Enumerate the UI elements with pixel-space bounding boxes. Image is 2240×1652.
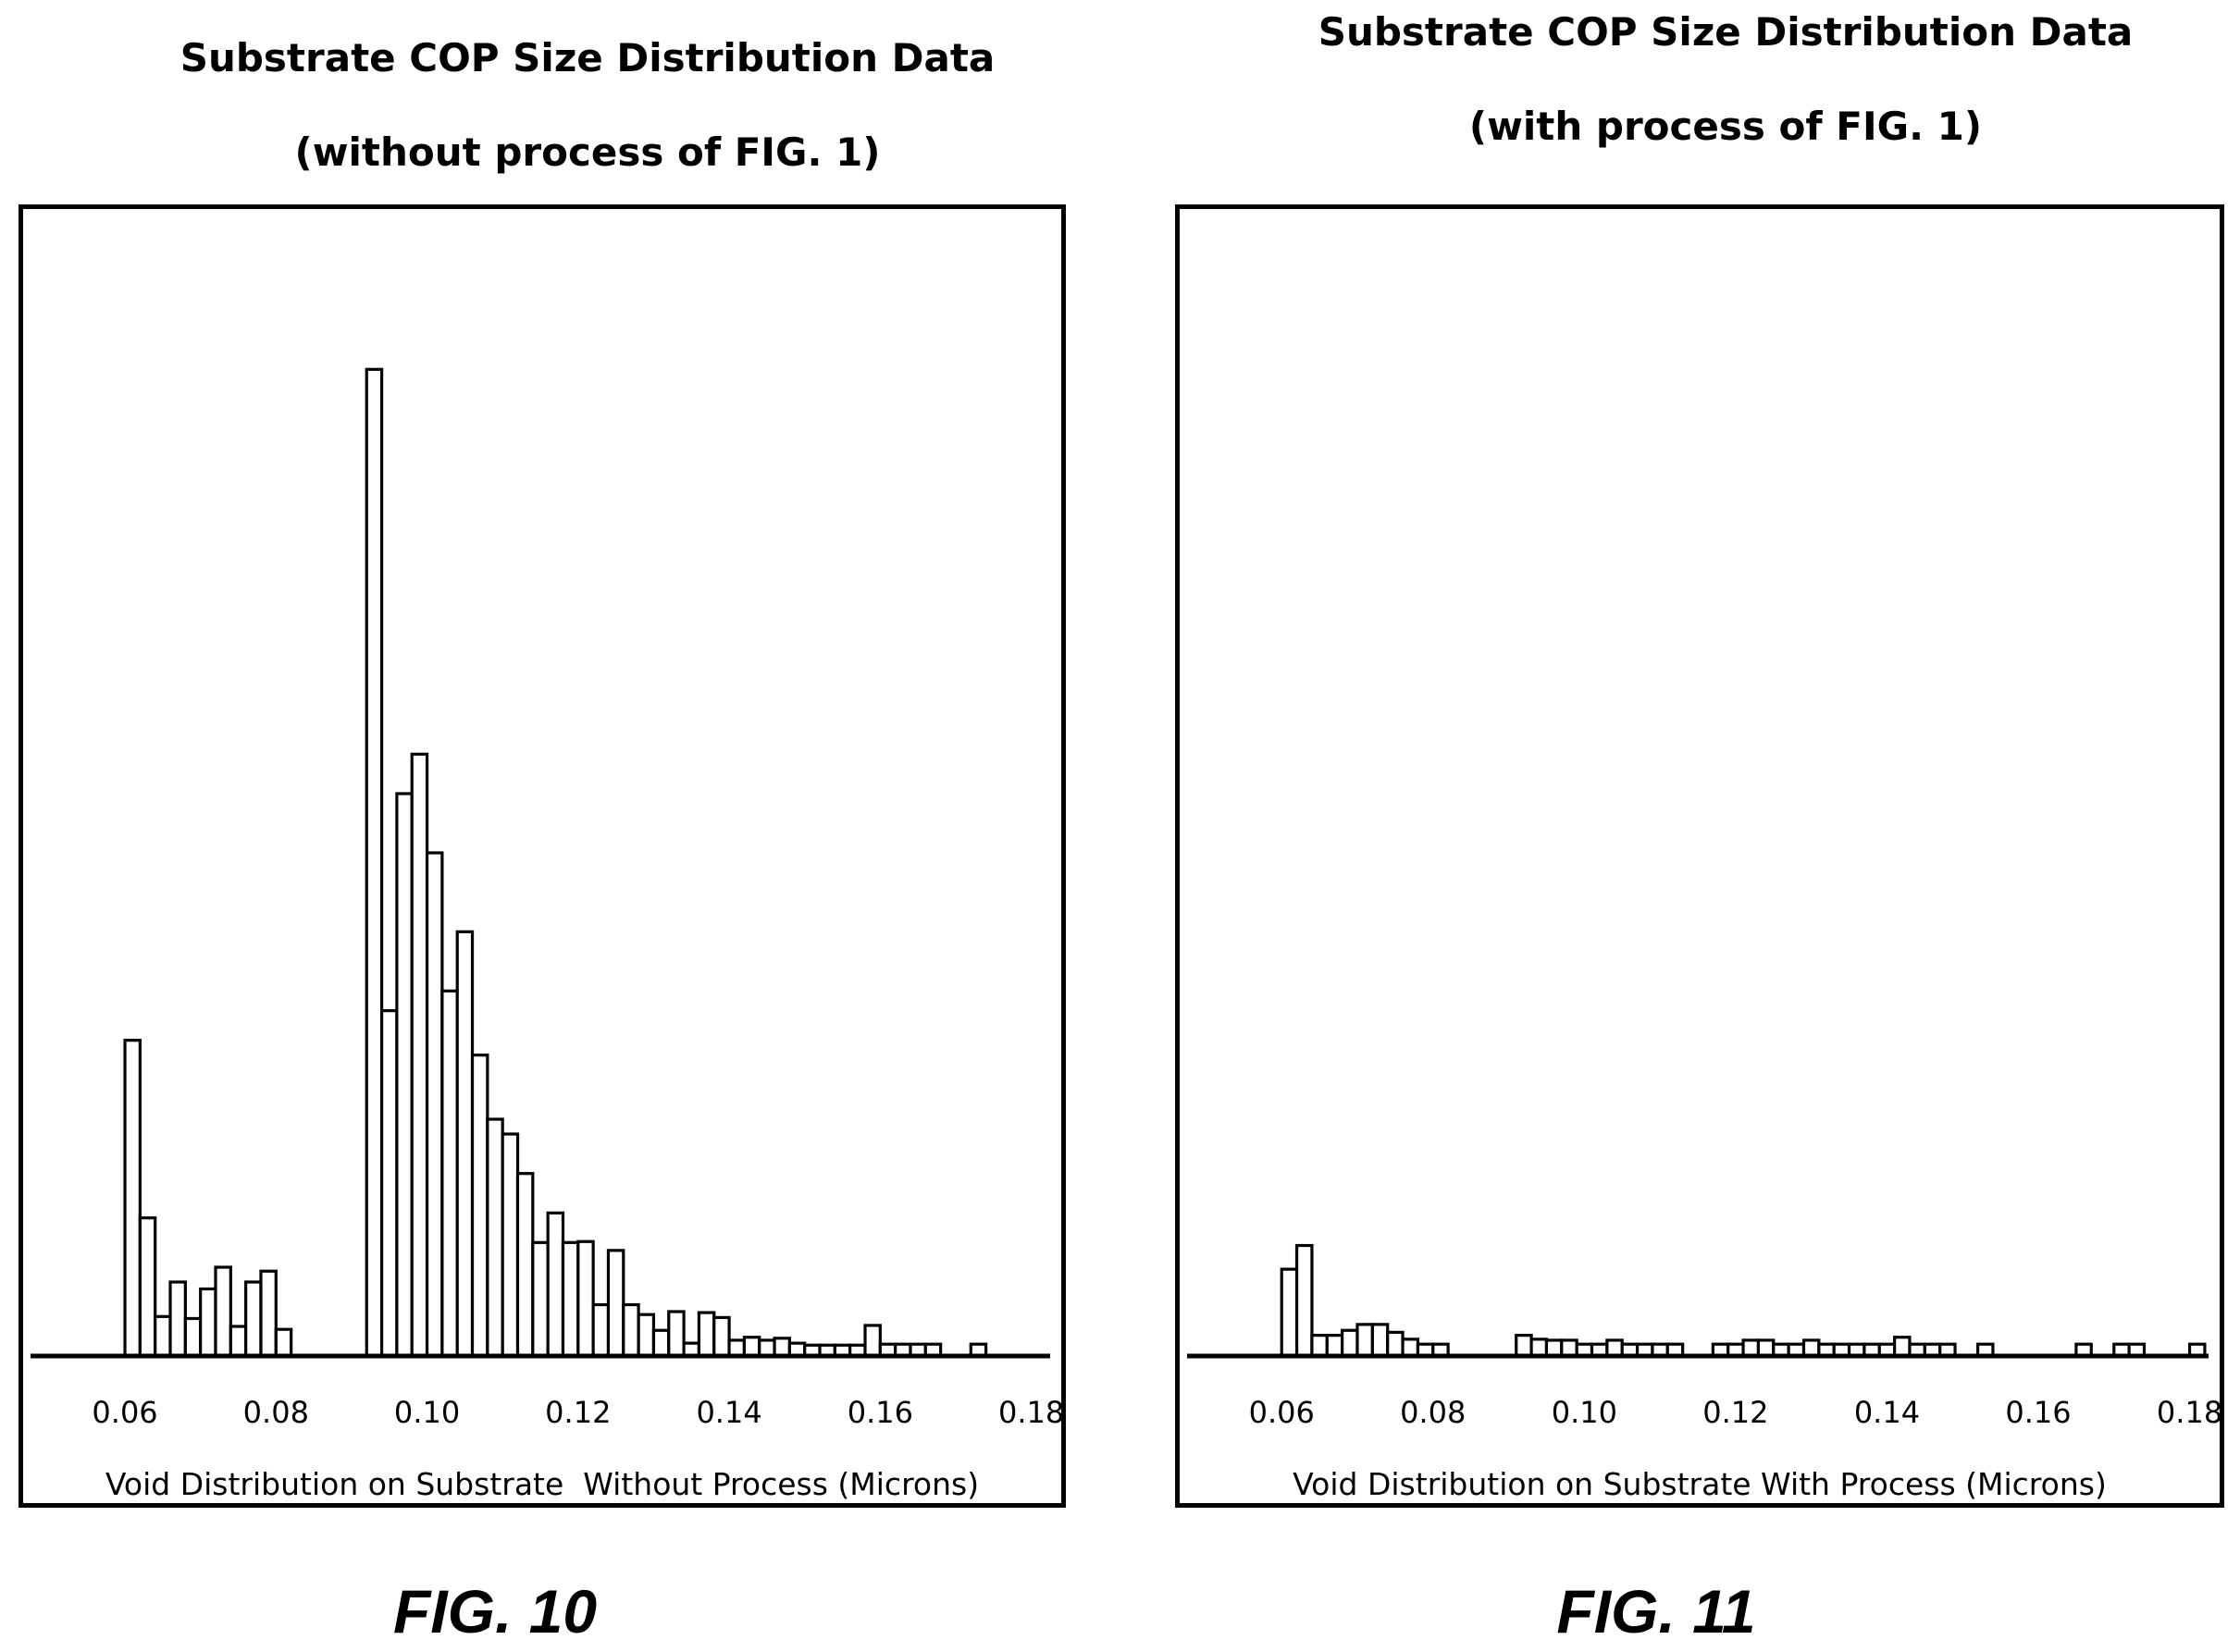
histogram-bar [154, 1314, 172, 1358]
histogram-bar [1355, 1323, 1374, 1358]
x-tick-label: 0.14 [1854, 1395, 1920, 1430]
histogram-bar [1801, 1338, 1821, 1358]
histogram-bar [758, 1338, 776, 1358]
histogram-bar [712, 1315, 731, 1358]
histogram-bar [486, 1117, 504, 1358]
histogram-bar [425, 851, 444, 1358]
chart-subtitle: (without process of FIG. 1) [294, 129, 881, 175]
histogram-bar [651, 1328, 671, 1358]
x-tick-label: 0.10 [1552, 1395, 1617, 1430]
histogram-bar [274, 1327, 293, 1358]
histogram-bar [622, 1302, 640, 1358]
x-tick-label: 0.06 [1249, 1395, 1315, 1430]
histogram-bar [561, 1240, 580, 1358]
histogram-bar [576, 1239, 595, 1358]
figure-label: FIG. 10 [392, 1577, 598, 1646]
histogram-bar [1325, 1333, 1344, 1358]
histogram-bar [1386, 1330, 1405, 1358]
histogram-bar [259, 1269, 278, 1358]
histogram-bar [1605, 1338, 1624, 1358]
chart-frame: 0.06 0.08 0.10 0.12 0.14 0.16 0.18 Void Distrib… [19, 204, 1066, 1508]
histogram-bar [1544, 1338, 1564, 1358]
histogram-bar [697, 1311, 716, 1358]
histogram-bar [546, 1211, 565, 1358]
histogram-bar [667, 1310, 686, 1358]
histogram-bar [183, 1316, 203, 1358]
histogram-bar [1560, 1338, 1578, 1358]
histogram-bar [501, 1132, 520, 1358]
histogram-bar [470, 1054, 489, 1358]
histogram-bar [1893, 1336, 1912, 1358]
histogram-bar [773, 1337, 791, 1358]
x-tick-label: 0.14 [696, 1395, 761, 1430]
histogram-bar [1756, 1338, 1776, 1358]
histogram-bar [742, 1336, 761, 1358]
chart-title: Substrate COP Size Distribution Data [1318, 9, 2134, 55]
histogram-bar [1401, 1338, 1420, 1358]
x-tick-label: 0.08 [243, 1395, 309, 1430]
x-tick-label: 0.12 [545, 1395, 611, 1430]
histogram-bar [591, 1302, 611, 1358]
histogram-bar [863, 1324, 882, 1358]
histogram-bar [637, 1313, 656, 1358]
x-axis-label: Void Distribution on Substrate Without P… [105, 1466, 979, 1502]
x-tick-label: 0.16 [2005, 1395, 2071, 1430]
histogram-bar [410, 752, 429, 1358]
x-tick-label: 0.12 [1702, 1395, 1768, 1430]
histogram-bar [515, 1172, 535, 1358]
histogram-bar [379, 1009, 399, 1358]
histogram-plot: 0.06 0.08 0.10 0.12 0.14 0.16 0.18 Void Distrib… [1187, 1243, 2220, 1502]
histogram-bar [365, 367, 384, 1358]
chart-frame: 0.06 0.08 0.10 0.12 0.14 0.16 0.18 Void Distrib… [1175, 204, 2224, 1508]
x-axis-label: Void Distribution on Substrate With Proc… [1293, 1466, 2107, 1502]
histogram-bar [1280, 1267, 1299, 1358]
histogram-bar [1515, 1333, 1533, 1358]
histogram-bar [214, 1265, 232, 1358]
histogram-bar [395, 792, 414, 1358]
x-tick-label: 0.16 [848, 1395, 913, 1430]
x-tick-label: 0.10 [394, 1395, 460, 1430]
x-tick-label: 0.08 [1400, 1395, 1466, 1430]
x-tick-label: 0.18 [2157, 1395, 2220, 1430]
histogram-bar [531, 1240, 550, 1358]
figure-label: FIG. 11 [1556, 1577, 1756, 1646]
histogram-plot: 0.06 0.08 0.10 0.12 0.14 0.16 0.18 Void Distrib… [31, 367, 1061, 1502]
bars-group [1280, 1243, 2207, 1358]
histogram-bar [138, 1216, 157, 1358]
histogram-bar [440, 989, 459, 1358]
histogram-bar [1310, 1333, 1329, 1358]
histogram-bar [1529, 1338, 1549, 1358]
x-tick-label: 0.18 [998, 1395, 1061, 1430]
chart-subtitle: (with process of FIG. 1) [1468, 104, 1983, 149]
histogram-bar [1370, 1323, 1390, 1358]
chart-title: Substrate COP Size Distribution Data [179, 35, 996, 80]
histogram-bar [229, 1325, 248, 1358]
bars-group [123, 367, 988, 1358]
x-tick-label: 0.06 [92, 1395, 157, 1430]
histogram-bar [168, 1280, 187, 1358]
histogram-bar [244, 1280, 263, 1358]
histogram-bar [1341, 1328, 1359, 1358]
histogram-bar [727, 1338, 747, 1358]
histogram-bar [606, 1249, 625, 1358]
histogram-bar [1294, 1243, 1314, 1358]
histogram-bar [123, 1039, 142, 1358]
histogram-bar [199, 1287, 217, 1358]
histogram-bar [455, 930, 475, 1358]
histogram-bar [1741, 1338, 1761, 1358]
